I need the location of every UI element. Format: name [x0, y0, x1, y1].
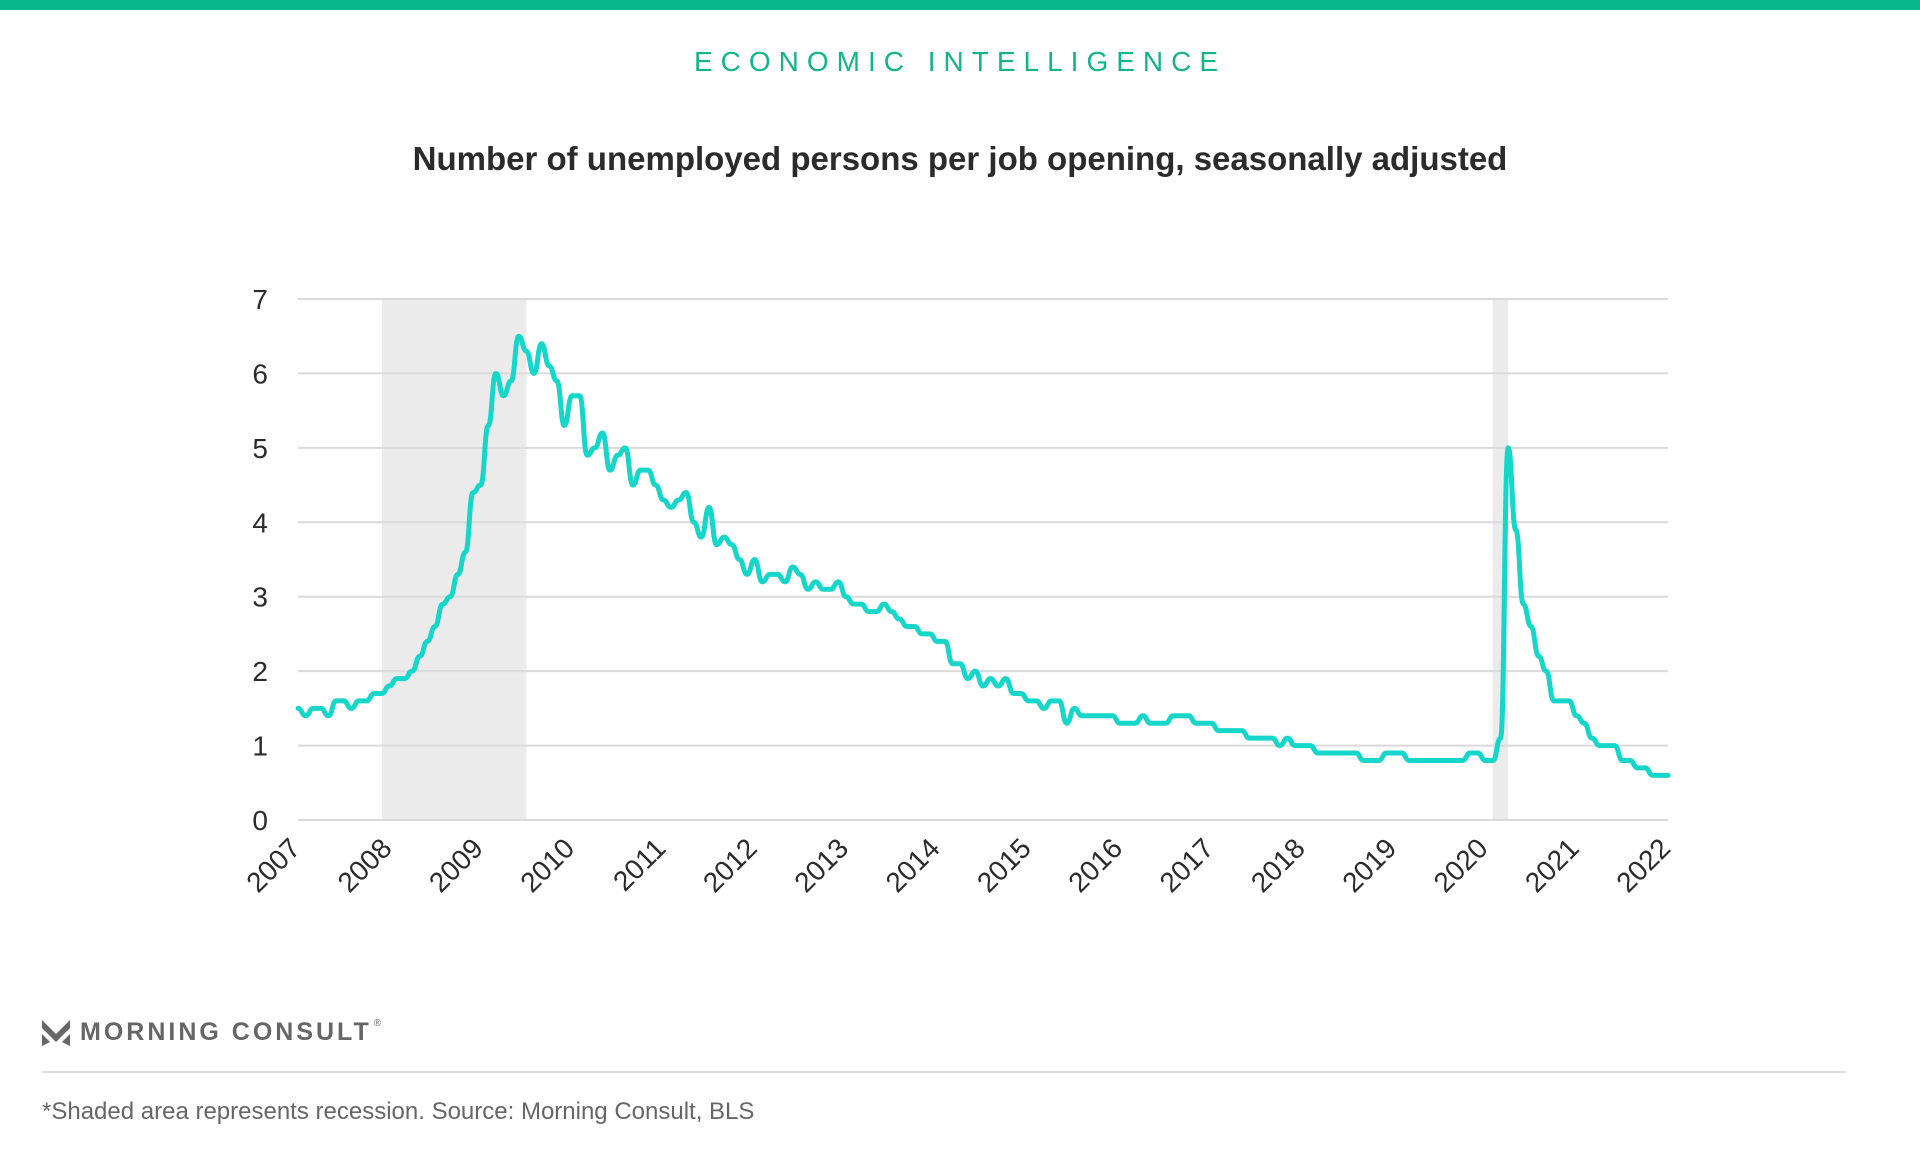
x-tick-label: 2019: [1336, 832, 1402, 898]
x-tick-label: 2009: [423, 832, 489, 898]
x-tick-label: 2021: [1519, 832, 1585, 898]
x-tick-label: 2011: [607, 832, 672, 897]
x-tick-label: 2014: [880, 832, 946, 898]
recession-shading: [382, 299, 527, 820]
footer-divider: [42, 1071, 1846, 1073]
y-tick-label: 3: [252, 582, 268, 613]
y-tick-label: 6: [252, 358, 268, 389]
y-tick-label: 5: [252, 433, 268, 464]
x-tick-label: 2015: [971, 832, 1037, 898]
x-tick-label: 2016: [1062, 832, 1128, 898]
x-tick-label: 2008: [332, 832, 398, 898]
chart-title: Number of unemployed persons per job ope…: [412, 140, 1508, 177]
morning-consult-m-icon: [42, 1019, 70, 1046]
x-tick-label: 2022: [1610, 832, 1676, 898]
line-chart: 0 1 2 3 4 5 6 7 2007 2008 2009 2010 2011 2012 2013 2014…: [240, 284, 1676, 898]
y-tick-label: 2: [252, 656, 268, 687]
x-tick-label: 2010: [514, 832, 580, 898]
data-series-line: [295, 333, 1671, 778]
x-tick-label: 2018: [1245, 832, 1311, 898]
morning-consult-logo: MORNING CONSULT ®: [42, 1018, 381, 1047]
x-tick-label: 2017: [1154, 832, 1220, 898]
top-accent-bar: [0, 0, 1920, 10]
x-tick-label: 2012: [697, 832, 763, 898]
logo-text: MORNING CONSULT: [80, 1018, 372, 1046]
x-tick-label: 2013: [788, 832, 854, 898]
y-tick-label: 1: [252, 731, 268, 762]
eyebrow-label: ECONOMIC INTELLIGENCE: [693, 46, 1227, 77]
y-tick-label: 0: [252, 805, 268, 836]
x-tick-label: 2007: [240, 832, 306, 898]
y-tick-label: 7: [252, 284, 268, 315]
x-tick-label: 2020: [1428, 832, 1494, 898]
source-note: *Shaded area represents recession. Sourc…: [42, 1098, 755, 1125]
logo-registered-mark: ®: [373, 1018, 382, 1029]
y-tick-label: 4: [252, 507, 268, 538]
